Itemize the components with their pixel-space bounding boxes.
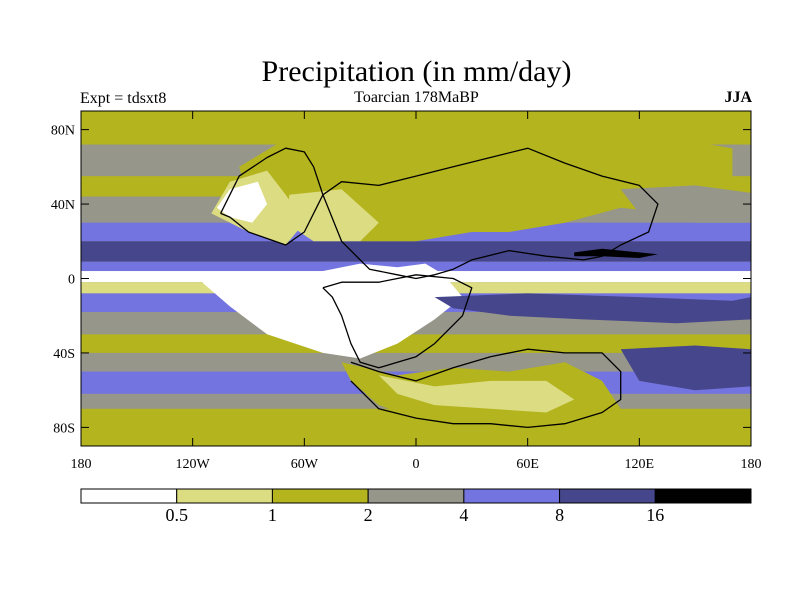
colorbar-swatch-0 [80, 488, 178, 504]
coastline-3 [350, 348, 622, 429]
x-tick-label-4: 60E [516, 457, 539, 472]
colorbar-label-3: 4 [459, 505, 468, 525]
coastline-layer [220, 147, 659, 429]
x-tick-label-0: 180 [71, 457, 92, 472]
colorbar-swatch-6 [654, 488, 752, 504]
colorbar-swatch-3 [367, 488, 465, 504]
colorbar-label-0: 0.5 [165, 505, 188, 525]
experiment-label: Expt = tdsxt8 [80, 90, 167, 107]
coastline-2 [322, 274, 473, 369]
colorbar-swatch-1 [176, 488, 273, 504]
chart-subtitle: Toarcian 178MaBP [354, 89, 479, 106]
y-tick-label-3: 40S [53, 347, 75, 362]
y-tick-label-4: 80S [53, 421, 75, 436]
axis-ticks [80, 111, 752, 446]
colorbar-label-5: 16 [646, 505, 664, 525]
precip-region-east-north-band-gray [620, 185, 751, 223]
precip-region-east-tropical-wet [434, 293, 751, 324]
y-tick-label-2: 0 [68, 273, 75, 288]
precip-region-gondwana-south-light [378, 375, 575, 413]
x-tick-label-6: 180 [741, 457, 762, 472]
x-tick-label-1: 120W [176, 457, 211, 472]
colorbar-swatch-2 [271, 488, 369, 504]
x-tick-label-5: 120E [625, 457, 655, 472]
colorbar-label-4: 8 [555, 505, 564, 525]
precip-region-east-south-wet [620, 345, 751, 391]
chart-title: Precipitation (in mm/day) [261, 55, 572, 88]
colorbar-swatch-4 [463, 488, 561, 504]
precip-region-north-america-very-dry [216, 181, 268, 223]
colorbar-swatch-5 [559, 488, 656, 504]
y-tick-label-0: 80N [51, 124, 75, 139]
precip-region-tropical-west-dry [202, 263, 463, 359]
coastline-1 [322, 147, 659, 280]
colorbar [80, 488, 752, 504]
x-tick-label-3: 0 [413, 457, 420, 472]
x-tick-label-2: 60W [291, 457, 319, 472]
axis-tick-labels: 180 120W 60W 0 60E 120E 180 80N 40N 0 40S 80S [51, 124, 762, 472]
colorbar-labels: 0.5 1 2 4 8 16 [165, 505, 664, 525]
precip-region-central-pangea-dry [285, 189, 379, 242]
colorbar-label-2: 2 [364, 505, 373, 525]
season-label: JJA [724, 89, 752, 106]
precip-band-12 [81, 352, 751, 372]
colorbar-label-1: 1 [268, 505, 277, 525]
y-tick-label-1: 40N [51, 198, 75, 213]
precip-band-11 [81, 334, 751, 353]
precip-region-north-tropical-wet-core [574, 248, 658, 258]
precip-band-5 [81, 241, 751, 262]
